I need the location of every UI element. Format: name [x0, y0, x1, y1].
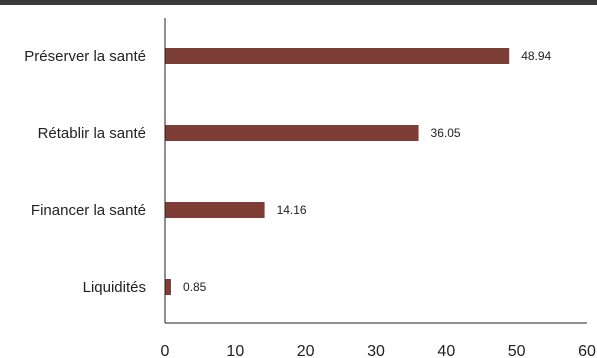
x-tick-label-3: 30 — [367, 343, 385, 358]
x-tick-label-2: 20 — [297, 343, 315, 358]
top-border-bar — [0, 0, 597, 5]
value-label-0: 48.94 — [521, 49, 551, 63]
value-label-2: 14.16 — [277, 203, 307, 217]
category-label-2: Financer la santé — [31, 202, 146, 219]
bar-0 — [165, 48, 510, 64]
category-labels-group: Préserver la santé Rétablir la santé Finan… — [24, 48, 146, 296]
x-tick-label-5: 50 — [508, 343, 526, 358]
category-label-3: Liquidités — [83, 279, 146, 296]
value-label-1: 36.05 — [431, 126, 461, 140]
x-tick-labels-group: 0 10 20 30 40 50 60 — [161, 343, 596, 358]
value-label-3: 0.85 — [183, 280, 207, 294]
bars-group — [165, 48, 510, 295]
bar-2 — [165, 202, 265, 218]
x-tick-label-1: 10 — [226, 343, 244, 358]
x-tick-label-0: 0 — [161, 343, 170, 358]
bar-1 — [165, 125, 419, 141]
x-tick-label-4: 40 — [437, 343, 455, 358]
category-label-1: Rétablir la santé — [38, 125, 146, 142]
x-tick-label-6: 60 — [578, 343, 596, 358]
category-label-0: Préserver la santé — [24, 48, 146, 65]
bar-3 — [165, 279, 171, 295]
axes-group — [164, 18, 587, 324]
value-labels-group: 48.94 36.05 14.16 0.85 — [183, 49, 552, 294]
